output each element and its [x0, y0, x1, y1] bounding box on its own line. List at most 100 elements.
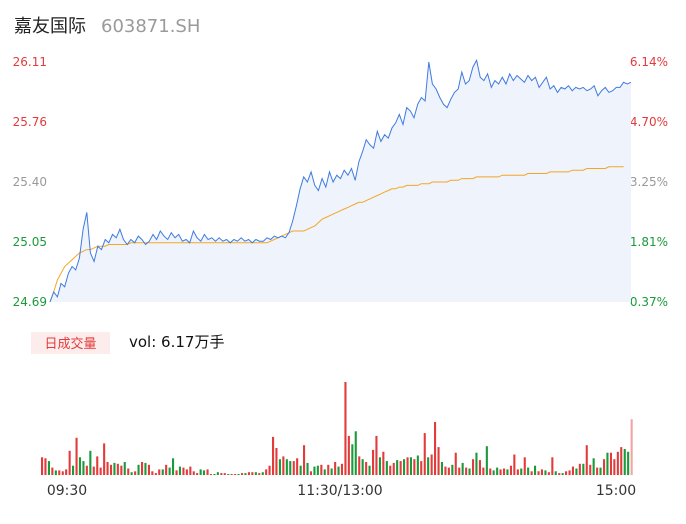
- volume-bar: [461, 462, 464, 475]
- percent-tick-label: 6.14%: [630, 55, 668, 69]
- volume-bar: [209, 474, 212, 475]
- volume-bar: [503, 468, 506, 475]
- volume-bar: [558, 473, 561, 475]
- volume-bar: [630, 419, 633, 475]
- volume-bar: [154, 473, 157, 475]
- price-area-fill: [50, 60, 631, 302]
- volume-bar: [327, 464, 330, 475]
- volume-bar: [496, 467, 499, 475]
- volume-bar: [175, 470, 178, 476]
- volume-bar: [299, 465, 302, 475]
- price-axis: 26.11 25.76 25.40 25.05 24.69: [13, 55, 47, 309]
- volume-bar: [451, 464, 454, 475]
- volume-bar: [323, 469, 326, 475]
- volume-bar: [592, 458, 595, 475]
- volume-bar: [465, 467, 468, 475]
- volume-bar: [472, 459, 475, 475]
- volume-bar: [396, 460, 399, 475]
- percent-tick-label: 1.81%: [630, 235, 668, 249]
- volume-bar: [178, 466, 181, 475]
- volume-bar: [627, 451, 630, 476]
- volume-bar: [75, 437, 78, 475]
- volume-bar: [192, 471, 195, 475]
- volume-bar: [137, 464, 140, 475]
- percent-axis: 6.14% 4.70% 3.25% 1.81% 0.37%: [630, 55, 668, 309]
- volume-bar: [582, 463, 585, 475]
- volume-bar: [96, 456, 99, 475]
- volume-bar: [306, 462, 309, 475]
- volume-bar: [265, 469, 268, 475]
- volume-bar: [68, 450, 71, 475]
- volume-bar: [106, 462, 109, 475]
- volume-bar: [85, 465, 88, 475]
- volume-bar: [130, 472, 133, 475]
- volume-bar: [72, 465, 75, 475]
- volume-bar: [234, 474, 237, 475]
- volume-bar: [351, 444, 354, 475]
- volume-bar: [447, 467, 450, 475]
- percent-tick-label: 0.37%: [630, 295, 668, 309]
- volume-bar: [316, 465, 319, 475]
- price-tick-label: 25.76: [13, 115, 47, 129]
- volume-bar: [430, 454, 433, 475]
- volume-bar: [434, 422, 437, 475]
- volume-bar: [282, 456, 285, 475]
- volume-bar: [320, 464, 323, 475]
- volume-bar: [92, 466, 95, 475]
- volume-bar: [82, 461, 85, 475]
- volume-bar: [506, 469, 509, 475]
- volume-bar: [123, 462, 126, 475]
- volume-bar: [78, 457, 81, 475]
- volume-bar: [165, 464, 168, 475]
- volume-bar: [403, 459, 406, 475]
- volume-bar: [378, 457, 381, 475]
- volume-bar: [116, 463, 119, 475]
- x-tick-open: 09:30: [47, 483, 87, 499]
- price-tick-label: 24.69: [13, 295, 47, 309]
- volume-bar: [258, 473, 261, 475]
- volume-bar: [147, 464, 150, 475]
- volume-bar: [237, 474, 240, 475]
- volume-bar: [309, 471, 312, 475]
- volume-bar: [61, 471, 64, 475]
- volume-bar: [561, 473, 564, 475]
- price-tick-label: 25.05: [13, 235, 47, 249]
- volume-bar: [292, 461, 295, 475]
- volume-bar: [571, 466, 574, 475]
- volume-readout: vol: 6.17万手: [129, 333, 224, 351]
- volume-bar: [330, 468, 333, 475]
- volume-bar: [120, 465, 123, 475]
- volume-bar: [534, 465, 537, 475]
- volume-bar: [99, 467, 102, 475]
- volume-bar: [313, 466, 316, 475]
- volume-bar: [599, 467, 602, 475]
- volume-bar: [172, 458, 175, 475]
- volume-bar: [103, 443, 106, 475]
- volume-bar: [603, 459, 606, 475]
- volume-bar: [54, 470, 57, 476]
- volume-bar: [337, 466, 340, 475]
- volume-bar: [134, 471, 137, 475]
- volume-bar: [623, 449, 626, 475]
- volume-bar: [616, 451, 619, 476]
- stock-name: 嘉友国际: [14, 16, 86, 37]
- volume-bar: [509, 465, 512, 475]
- volume-bar: [41, 457, 44, 475]
- volume-bar: [65, 469, 68, 475]
- volume-bar: [365, 462, 368, 475]
- volume-bar: [416, 455, 419, 475]
- volume-bar: [527, 467, 530, 475]
- volume-bar: [368, 465, 371, 475]
- volume-bar: [168, 467, 171, 475]
- volume-bar: [440, 462, 443, 475]
- volume-bar: [499, 469, 502, 475]
- volume-bar: [372, 449, 375, 475]
- volume-bar: [423, 433, 426, 475]
- volume-bar: [437, 447, 440, 475]
- volume-bar: [547, 472, 550, 475]
- volume-bar: [223, 473, 226, 475]
- volume-bar: [151, 471, 154, 475]
- average-price-line: [49, 166, 624, 303]
- volume-bar: [513, 454, 516, 475]
- stock-code: 603871.SH: [101, 16, 200, 37]
